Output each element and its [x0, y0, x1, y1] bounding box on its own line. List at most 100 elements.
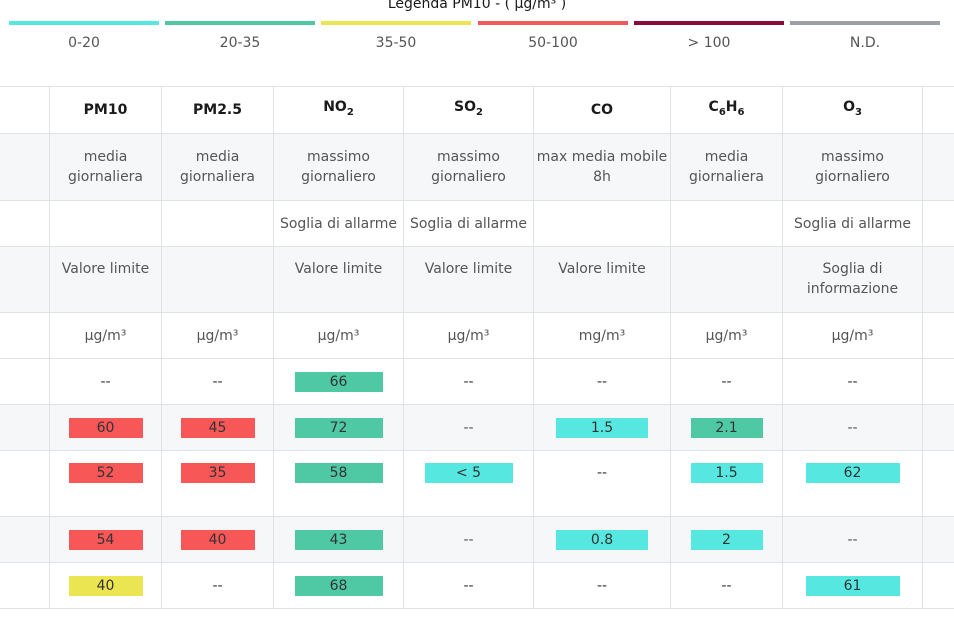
station-link[interactable]: ato [0, 516, 50, 563]
header-extra [922, 86, 954, 134]
value-cell [922, 358, 954, 405]
aggregation-cell: max media mobile 8h [533, 133, 671, 201]
value-chip: 1.5 [690, 463, 763, 483]
value-cell: 72 [273, 404, 404, 451]
value-cell: -- [782, 404, 923, 451]
value-cell: -- [403, 516, 534, 563]
value-cell: 0.8 [533, 516, 671, 563]
table-row: ria -- -- 66 -- -- -- -- [0, 358, 954, 405]
alarm-threshold-row: Soglia di allarme Soglia di allarme Soglia… [0, 200, 954, 247]
legend-label: > 100 [687, 35, 731, 51]
value-chip: -- [180, 371, 255, 392]
value-cell: -- [670, 562, 783, 609]
aggregation-cell: media giornaliera [161, 133, 274, 201]
value-chip: -- [424, 371, 513, 392]
unit-cell [922, 312, 954, 359]
legend-item-0-20: 0-20 [9, 21, 159, 61]
value-chip: 62 [805, 463, 900, 483]
value-cell [922, 516, 954, 563]
value-cell: -- [49, 358, 162, 405]
alarm-threshold-cell: Soglia di allarme [782, 200, 923, 247]
legend-title: Legenda PM10 - ( μg/m³ ) [387, 0, 567, 12]
station-link[interactable]: ria [0, 358, 50, 405]
header-row: PM10 PM2.5 NO2 SO2 CO C6H6 O3 [0, 86, 954, 134]
value-chip: 66 [294, 371, 383, 392]
limit-value-cell [670, 246, 783, 313]
table-row: che 60 45 72 -- 1.5 2.1 -- [0, 404, 954, 451]
value-chip: 52 [68, 463, 143, 483]
value-chip: -- [424, 575, 513, 596]
value-chip: -- [556, 575, 648, 596]
value-cell: 2 [670, 516, 783, 563]
value-cell: 35 [161, 450, 274, 517]
unit-cell: μg/m³ [49, 312, 162, 359]
header-pm25: PM2.5 [161, 86, 274, 134]
alarm-threshold-cell [533, 200, 671, 247]
legend-item-20-35: 20-35 [165, 21, 315, 61]
header-station [0, 86, 50, 134]
value-cell: 54 [49, 516, 162, 563]
value-cell: -- [533, 358, 671, 405]
legend-bar [634, 21, 784, 25]
header-co: CO [533, 86, 671, 134]
value-cell: 62 [782, 450, 923, 517]
station-link[interactable]: ere [0, 562, 50, 609]
aggregation-cell: media giornaliera [49, 133, 162, 201]
value-cell: -- [161, 358, 274, 405]
value-cell: 1.5 [533, 404, 671, 451]
legend-bar [165, 21, 315, 25]
aggregation-cell: media giornaliera [670, 133, 783, 201]
header-no2: NO2 [273, 86, 404, 134]
aggregation-cell: max [922, 133, 954, 201]
value-cell: -- [403, 358, 534, 405]
value-chip: 2 [690, 529, 763, 550]
value-chip: -- [68, 371, 143, 392]
table-row: Città 52 35 58 < 5 -- 1.5 62 [0, 450, 954, 517]
value-chip: 40 [68, 575, 143, 596]
limit-value-cell: Valore limite [49, 246, 162, 313]
value-chip: 1.5 [556, 417, 648, 438]
aggregation-cell: massimo giornaliero [403, 133, 534, 201]
legend-item-35-50: 35-50 [321, 21, 471, 61]
limit-value-cell [0, 246, 50, 313]
value-chip: 2.1 [690, 417, 763, 438]
value-chip: 0.8 [556, 529, 648, 550]
station-link[interactable]: che [0, 404, 50, 451]
limit-value-cell: Valore limite [403, 246, 534, 313]
value-cell: -- [161, 562, 274, 609]
alarm-threshold-cell [670, 200, 783, 247]
aggregation-cell: to [0, 133, 50, 201]
value-cell: 61 [782, 562, 923, 609]
legend-bar [321, 21, 471, 25]
limit-value-cell: Valore limite [533, 246, 671, 313]
value-cell: -- [403, 404, 534, 451]
value-cell: -- [403, 562, 534, 609]
value-cell: -- [670, 358, 783, 405]
value-cell [922, 404, 954, 451]
value-chip: -- [805, 371, 900, 392]
alarm-threshold-cell [922, 200, 954, 247]
value-cell: 66 [273, 358, 404, 405]
limit-value-row: Valore limite Valore limite Valore limite V… [0, 246, 954, 313]
unit-cell: ura [0, 312, 50, 359]
limit-value-cell [161, 246, 274, 313]
header-o3: O3 [782, 86, 923, 134]
value-chip: -- [556, 371, 648, 392]
value-chip: 45 [180, 417, 255, 438]
unit-cell: μg/m³ [670, 312, 783, 359]
value-chip: -- [180, 575, 255, 596]
aggregation-cell: massimo giornaliero [273, 133, 404, 201]
legend-label: 50-100 [528, 35, 578, 51]
legend-bar [478, 21, 628, 25]
legend-label: 0-20 [68, 35, 100, 51]
station-link[interactable]: Città [0, 450, 50, 517]
value-chip: 60 [68, 417, 143, 438]
unit-cell: μg/m³ [273, 312, 404, 359]
air-quality-table-container[interactable]: PM10 PM2.5 NO2 SO2 CO C6H6 O3 tomedia gi… [0, 86, 954, 609]
value-cell: -- [533, 562, 671, 609]
legend-item-50-100: 50-100 [478, 21, 628, 61]
legend-item-over-100: > 100 [634, 21, 784, 61]
unit-cell: mg/m³ [533, 312, 671, 359]
value-cell: 40 [161, 516, 274, 563]
